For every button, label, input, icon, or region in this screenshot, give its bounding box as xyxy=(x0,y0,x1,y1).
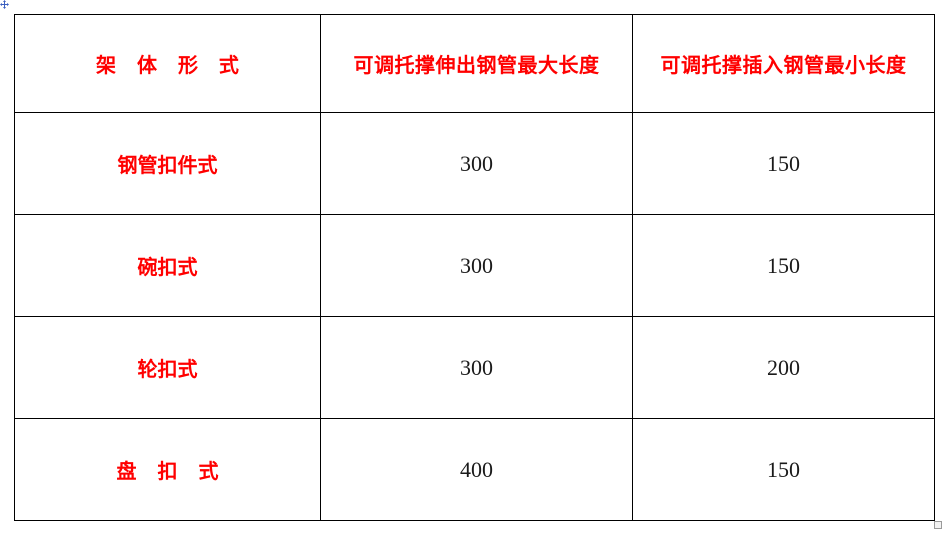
cell-max-extend: 400 xyxy=(320,418,633,521)
max-extend-value: 300 xyxy=(460,150,493,176)
table-row: 钢管扣件式 300 150 xyxy=(14,112,935,215)
table-row: 碗扣式 300 150 xyxy=(14,214,935,317)
cell-frame-type: 钢管扣件式 xyxy=(14,112,321,215)
cell-frame-type: 盘 扣 式 xyxy=(14,418,321,521)
column-header-frame-type: 架 体 形 式 xyxy=(14,14,321,113)
cell-max-extend: 300 xyxy=(320,214,633,317)
cell-min-insert: 150 xyxy=(632,214,935,317)
min-insert-value: 150 xyxy=(767,456,800,482)
column-header-max-extend: 可调托撑伸出钢管最大长度 xyxy=(320,14,633,113)
specification-table: 架 体 形 式 可调托撑伸出钢管最大长度 可调托撑插入钢管最小长度 钢管扣件式 … xyxy=(14,14,935,521)
frame-type-label: 盘 扣 式 xyxy=(116,459,226,483)
min-insert-value: 200 xyxy=(767,354,800,380)
frame-type-label: 钢管扣件式 xyxy=(117,153,218,177)
cell-min-insert: 200 xyxy=(632,316,935,419)
frame-type-label: 碗扣式 xyxy=(137,255,198,279)
cell-max-extend: 300 xyxy=(320,112,633,215)
cell-min-insert: 150 xyxy=(632,112,935,215)
column-header-frame-type-label: 架 体 形 式 xyxy=(96,53,246,77)
column-header-min-insert: 可调托撑插入钢管最小长度 xyxy=(632,14,935,113)
frame-type-label: 轮扣式 xyxy=(137,357,198,381)
cell-min-insert: 150 xyxy=(632,418,935,521)
table-resize-handle-icon[interactable] xyxy=(934,521,942,529)
table-row: 盘 扣 式 400 150 xyxy=(14,418,935,521)
max-extend-value: 300 xyxy=(460,354,493,380)
max-extend-value: 300 xyxy=(460,252,493,278)
table-header-row: 架 体 形 式 可调托撑伸出钢管最大长度 可调托撑插入钢管最小长度 xyxy=(14,14,935,113)
column-header-min-insert-label: 可调托撑插入钢管最小长度 xyxy=(660,53,907,77)
table-move-handle-icon[interactable] xyxy=(0,0,9,9)
max-extend-value: 400 xyxy=(460,456,493,482)
min-insert-value: 150 xyxy=(767,150,800,176)
column-header-max-extend-label: 可调托撑伸出钢管最大长度 xyxy=(353,53,600,77)
cell-frame-type: 轮扣式 xyxy=(14,316,321,419)
cell-max-extend: 300 xyxy=(320,316,633,419)
min-insert-value: 150 xyxy=(767,252,800,278)
table-row: 轮扣式 300 200 xyxy=(14,316,935,419)
cell-frame-type: 碗扣式 xyxy=(14,214,321,317)
